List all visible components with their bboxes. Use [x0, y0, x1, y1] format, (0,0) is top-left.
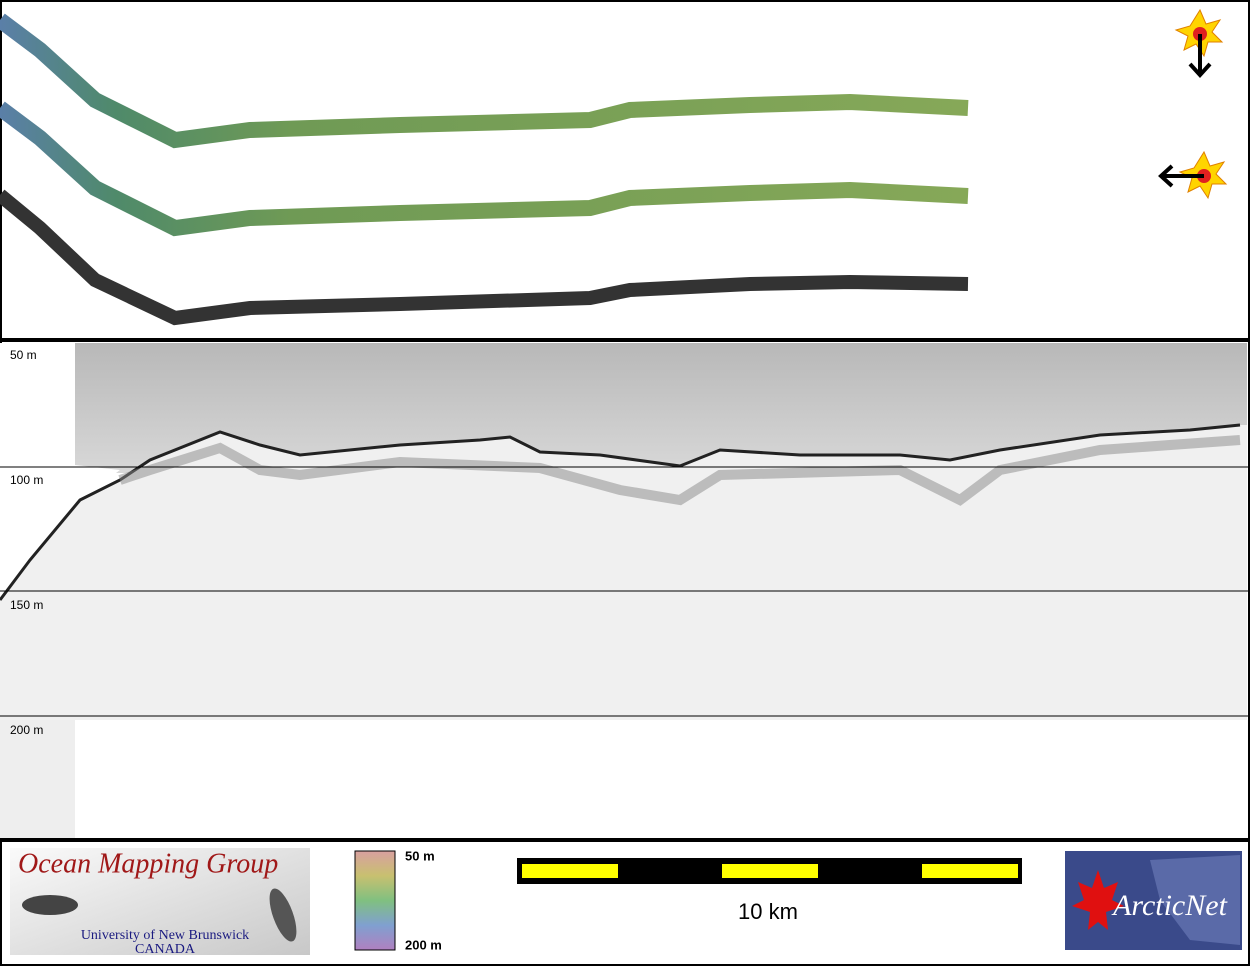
partner-name: ArcticNet — [1111, 889, 1228, 922]
partner-map — [1150, 855, 1240, 945]
depth-label: 100 m — [10, 473, 43, 487]
logo-shape — [269, 888, 297, 942]
swath-shaded — [0, 101, 969, 237]
depth-label: 150 m — [10, 598, 43, 612]
scale-segment — [722, 864, 818, 878]
blank — [0, 343, 120, 600]
logo-title: Ocean Mapping Group — [18, 848, 278, 879]
depth-label: 50 m — [10, 348, 37, 362]
colorbar-bottom: 200 m — [405, 937, 442, 952]
sun-icon — [1174, 8, 1224, 78]
swath-panel — [0, 8, 1228, 326]
logo-country: CANADA — [135, 942, 196, 957]
swath-shaded — [0, 13, 969, 149]
colorbar — [354, 850, 396, 951]
scale-segment — [922, 864, 1018, 878]
sediment — [0, 425, 1247, 720]
scale-segment — [522, 864, 618, 878]
logo-shape — [22, 895, 78, 915]
maple-leaf — [1072, 870, 1124, 930]
logo-subtitle: University of New Brunswick — [81, 928, 249, 943]
colorbar-top: 50 m — [405, 848, 435, 863]
sun-icon — [1158, 150, 1228, 200]
sub-bottom — [118, 435, 1241, 506]
profile-panel: 50 m 100 m 150 m 200 m — [0, 343, 1250, 838]
scale-label: 10 km — [738, 899, 798, 924]
swath-backscatter — [0, 189, 969, 326]
depth-label: 200 m — [10, 723, 43, 737]
footer: Ocean Mapping Group University of New Br… — [10, 848, 1242, 957]
